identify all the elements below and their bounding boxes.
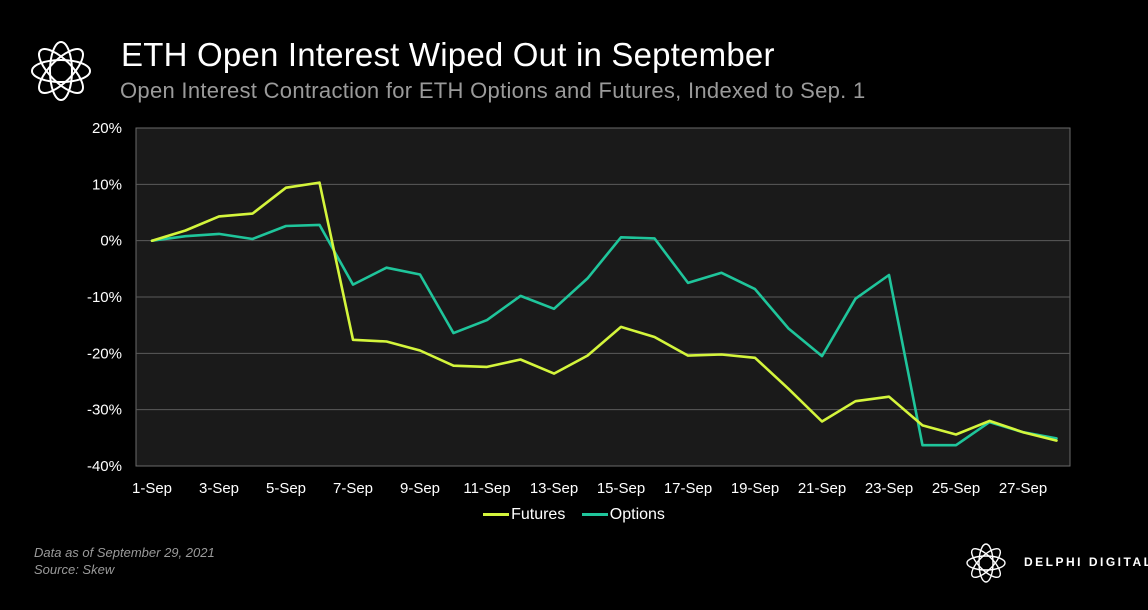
legend-label-options: Options — [609, 506, 665, 523]
y-tick-label: -20% — [87, 345, 122, 362]
x-tick-label: 27-Sep — [999, 480, 1047, 497]
legend-item-options: Options — [581, 506, 665, 524]
x-tick-label: 23-Sep — [865, 480, 913, 497]
x-tick-label: 5-Sep — [266, 480, 306, 497]
x-tick-label: 11-Sep — [463, 480, 510, 497]
series-line-options — [150, 223, 1058, 447]
data-date-note: Data as of September 29, 2021 — [34, 545, 215, 560]
source-note: Source: Skew — [34, 562, 115, 577]
x-tick-label: 21-Sep — [798, 480, 846, 497]
y-tick-label: -40% — [87, 458, 122, 475]
chart-title: ETH Open Interest Wiped Out in September — [121, 36, 775, 73]
x-tick-label: 17-Sep — [664, 480, 712, 497]
y-tick-label: 0% — [100, 233, 122, 250]
x-tick-label: 1-Sep — [132, 480, 172, 497]
x-tick-label: 9-Sep — [400, 480, 440, 497]
legend-swatch-futures — [483, 513, 510, 517]
legend-swatch-options — [581, 513, 608, 517]
y-tick-label: -30% — [87, 402, 122, 419]
chart-legend: Futures Options — [0, 506, 1148, 524]
x-tick-label: 25-Sep — [932, 480, 980, 497]
x-tick-label: 3-Sep — [199, 480, 239, 497]
x-tick-label: 7-Sep — [333, 480, 373, 497]
chart-subtitle: Open Interest Contraction for ETH Option… — [120, 78, 866, 103]
delphi-flower-logo-icon — [31, 41, 91, 101]
legend-item-futures: Futures — [483, 506, 565, 524]
y-tick-label: 20% — [92, 120, 122, 137]
y-tick-label: -10% — [87, 289, 122, 306]
footer-notes: Data as of September 29, 2021 Source: Sk… — [34, 544, 215, 578]
series-line-futures — [150, 181, 1058, 442]
brand-name: DELPHI DIGITAL — [1024, 555, 1148, 569]
x-tick-label: 19-Sep — [731, 480, 779, 497]
x-tick-label: 13-Sep — [530, 480, 578, 497]
y-tick-label: 10% — [92, 176, 122, 193]
delphi-digital-brand-logo-icon — [966, 543, 1006, 583]
legend-label-futures: Futures — [511, 506, 566, 523]
x-tick-label: 15-Sep — [597, 480, 645, 497]
